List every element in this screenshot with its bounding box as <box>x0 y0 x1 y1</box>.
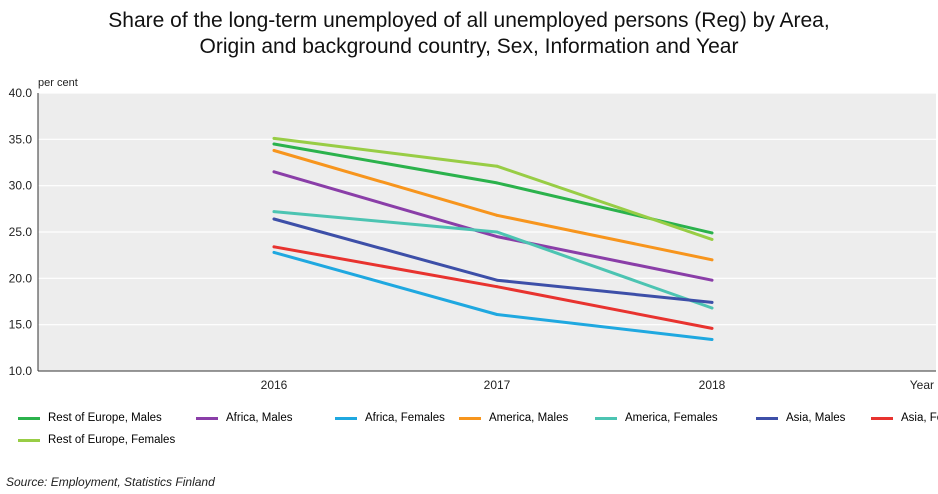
y-tick-label: 15.0 <box>9 318 33 332</box>
legend-swatch <box>335 416 357 420</box>
y-tick-label: 10.0 <box>9 364 33 378</box>
data-point <box>710 238 714 241</box>
x-axis-label: Year <box>910 378 934 392</box>
legend-swatch <box>595 416 617 420</box>
legend-item: Asia, Females <box>871 410 938 426</box>
legend-label: Africa, Males <box>226 412 293 424</box>
data-point <box>272 170 276 174</box>
legend-label: Africa, Females <box>365 412 445 424</box>
y-tick-label: 35.0 <box>9 132 33 146</box>
legend-swatch <box>18 416 40 420</box>
legend-item: Africa, Males <box>196 410 292 426</box>
data-point <box>272 142 276 146</box>
legend-label: Rest of Europe, Females <box>48 434 176 446</box>
x-tick-label: 2017 <box>484 378 511 392</box>
data-point <box>710 278 714 282</box>
data-point <box>495 235 499 239</box>
data-point <box>495 181 499 185</box>
data-point <box>495 278 499 282</box>
legend-swatch <box>756 416 778 420</box>
data-point <box>272 137 276 140</box>
legend-swatch <box>871 416 893 420</box>
legend-item: America, Males <box>459 410 568 426</box>
legend-item: Africa, Females <box>335 410 445 426</box>
chart-title-line-1: Share of the long-term unemployed of all… <box>108 9 830 32</box>
legend-label: America, Males <box>489 412 569 424</box>
legend-item: Rest of Europe, Males <box>18 410 162 426</box>
data-point <box>710 231 714 235</box>
legend-item: Rest of Europe, Females <box>18 432 175 448</box>
legend-swatch <box>196 416 218 420</box>
legend-swatch <box>459 416 481 420</box>
y-tick-label: 20.0 <box>9 271 33 285</box>
legend-item: America, Females <box>595 410 718 426</box>
data-point <box>710 301 714 304</box>
legend-label: Asia, Females <box>901 412 938 424</box>
y-axis-label: per cent <box>38 77 78 89</box>
data-point <box>495 164 499 168</box>
data-point <box>495 213 499 217</box>
data-point <box>710 326 714 330</box>
data-point <box>710 258 714 262</box>
legend-label: Rest of Europe, Males <box>48 412 162 424</box>
legend-swatch <box>18 438 40 442</box>
y-tick-label: 40.0 <box>9 86 33 100</box>
y-tick-label: 25.0 <box>9 225 33 239</box>
legend-item: Asia, Males <box>756 410 845 426</box>
data-point <box>272 250 276 254</box>
source-note: Source: Employment, Statistics Finland <box>6 475 215 489</box>
chart-title: Share of the long-term unemployed of all… <box>0 8 938 60</box>
line-chart: 10.0 15.0 20.0 25.0 30.0 35.0 40.0 per cent 2016… <box>9 77 936 392</box>
data-point <box>272 217 276 221</box>
x-tick-label: 2016 <box>261 378 288 392</box>
legend-label: Asia, Males <box>786 412 846 424</box>
data-point <box>272 210 276 214</box>
data-point <box>495 313 499 316</box>
data-point <box>495 285 499 289</box>
y-tick-label: 30.0 <box>9 179 33 193</box>
legend-label: America, Females <box>625 412 718 424</box>
data-point <box>272 245 276 249</box>
data-point <box>272 149 276 152</box>
chart-title-line-2: Origin and background country, Sex, Info… <box>199 35 739 58</box>
x-tick-label: 2018 <box>699 378 726 392</box>
data-point <box>495 230 499 234</box>
data-point <box>710 338 714 341</box>
data-point <box>710 306 714 310</box>
